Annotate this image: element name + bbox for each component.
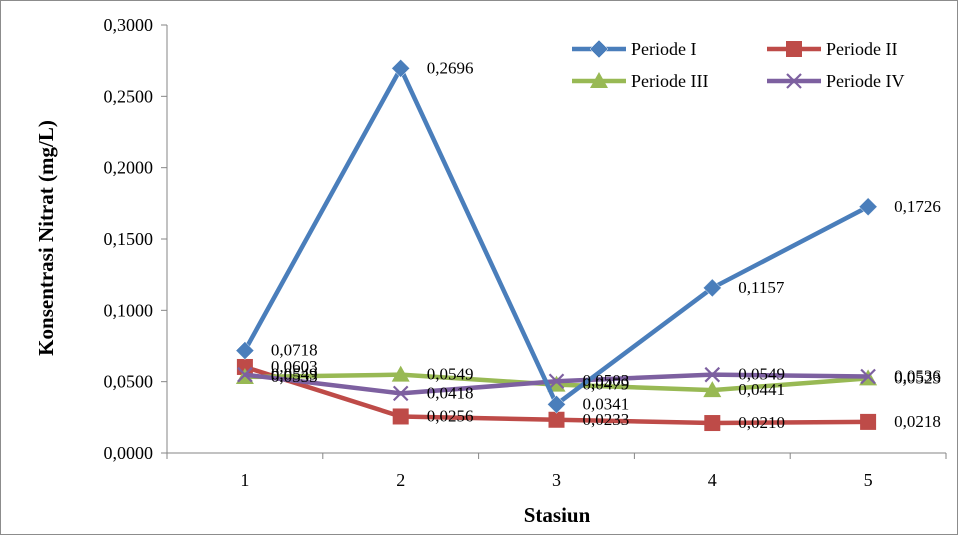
legend-label: Periode III [631,71,708,91]
data-label: 0,0549 [271,365,318,384]
x-marker [704,366,721,383]
data-label: 0,0341 [583,394,630,413]
legend-label: Periode I [631,39,696,59]
data-label: 0,0718 [271,341,318,360]
y-tick-label: 0,2500 [104,86,154,106]
data-label: 0,0523 [894,368,941,387]
series-4 [237,366,876,402]
diamond-marker [589,39,609,59]
y-tick-label: 0,0000 [104,443,154,463]
square-marker [548,411,565,428]
data-labels-layer: 0,0718 0,2696 0,0341 0,1157 0,1726 0,0603 0,02… [271,58,941,432]
x-marker-stroke [237,366,253,383]
x-axis: 1 2 3 4 5 [166,452,947,490]
x-marker-stroke [548,373,565,390]
data-label: 0,0418 [427,383,474,402]
x-axis-title: Stasiun [524,503,591,527]
square-marker [786,41,802,57]
x-marker-stroke [704,366,721,383]
data-label: 0,0441 [738,380,785,399]
data-label: 0,1726 [894,197,941,216]
series-line [242,66,870,407]
x-marker [786,73,802,89]
diamond-marker [702,278,722,298]
x-marker-stroke [392,385,409,402]
x-tick-label: 1 [240,470,249,490]
diamond-marker [235,341,255,360]
triangle-marker [590,72,608,88]
diamond-marker [391,59,411,78]
data-label: 0,2696 [427,58,474,77]
x-tick-label: 5 [864,470,873,490]
y-tick-label: 0,3000 [104,15,154,35]
legend-entry-3: Periode III [572,71,708,91]
data-label: 0,0549 [427,365,474,384]
diamond-marker [547,394,566,414]
data-label: 0,0549 [738,365,785,384]
y-axis: 0,0000 0,0500 0,1000 0,1500 0,2000 0,2500 0,30… [104,15,168,463]
series-layer [235,59,878,432]
legend-label: Periode IV [826,71,904,91]
legend-entry-2: Periode II [767,39,897,59]
x-tick-label: 3 [552,470,561,490]
legend: Periode I Periode II Periode III Periode IV [572,39,904,91]
x-marker-stroke [860,368,876,385]
data-label: 0,0218 [894,412,941,431]
triangle-marker [391,365,410,382]
data-label: 0,0603 [271,357,318,376]
legend-entry-4: Periode IV [767,71,904,91]
triangle-marker [703,381,722,398]
diamond-marker [858,197,878,217]
data-label: 0,0256 [427,406,474,425]
y-tick-label: 0,0500 [104,372,154,392]
x-tick-label: 4 [708,470,717,490]
triangle-marker [547,375,566,392]
legend-entry-1: Periode I [572,39,696,59]
y-tick-label: 0,1000 [104,300,154,320]
x-marker [237,366,253,383]
data-label: 0,0233 [583,410,630,429]
legend-label: Periode II [826,39,897,59]
square-marker [860,413,877,430]
data-label: 0,0479 [583,375,630,394]
square-marker [392,408,409,425]
data-label: 0,0536 [894,367,941,386]
data-label: 0,1157 [738,278,785,297]
x-marker [860,368,876,385]
y-axis-title: Konsentrasi Nitrat (mg/L) [34,120,58,356]
data-label: 0,0210 [738,413,785,432]
y-tick-label: 0,1500 [104,229,154,249]
x-marker [392,385,409,402]
y-tick-label: 0,2000 [104,158,154,178]
series-1 [235,59,878,414]
data-label: 0,0503 [583,371,630,390]
data-label: 0,0533 [271,367,318,386]
x-marker-stroke [786,73,802,89]
square-marker [704,415,721,432]
x-marker [548,373,565,390]
x-tick-label: 2 [396,470,405,490]
